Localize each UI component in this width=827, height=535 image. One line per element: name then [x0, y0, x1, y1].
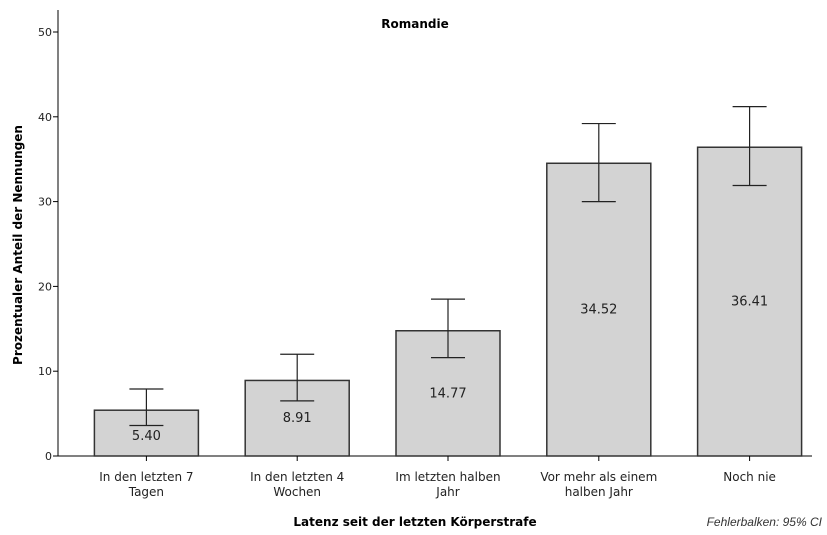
chart-title: Romandie — [381, 17, 448, 31]
y-tick-label: 40 — [38, 111, 52, 124]
bar-value-label: 5.40 — [132, 429, 161, 444]
x-tick-label: Noch nie — [723, 470, 776, 484]
y-tick-label: 30 — [38, 196, 52, 209]
x-tick-label: halben Jahr — [565, 485, 633, 499]
y-tick-label: 50 — [38, 26, 52, 39]
x-tick-label: Jahr — [435, 485, 459, 499]
x-tick-label: In den letzten 4 — [250, 470, 344, 484]
x-tick-label: Tagen — [128, 485, 164, 499]
y-tick-label: 0 — [45, 450, 52, 463]
x-tick-label: Wochen — [273, 485, 321, 499]
bar-value-label: 36.41 — [731, 295, 768, 310]
y-tick-label: 20 — [38, 280, 52, 293]
x-tick-label: In den letzten 7 — [99, 470, 193, 484]
y-tick-label: 10 — [38, 365, 52, 378]
bar-value-label: 34.52 — [580, 303, 617, 318]
y-axis-title: Prozentualer Anteil der Nennungen — [11, 125, 25, 365]
x-tick-label: Im letzten halben — [395, 470, 500, 484]
bar-value-label: 8.91 — [283, 411, 312, 426]
bar — [546, 162, 652, 457]
bar-value-label: 14.77 — [429, 386, 466, 401]
x-tick-label: Vor mehr als einem — [540, 470, 657, 484]
bars: 5.40 8.91 14.77 34.52 36.41 — [93, 106, 803, 457]
y-ticks: 0 10 20 30 40 50 — [38, 26, 58, 463]
footnote: Fehlerbalken: 95% CI — [707, 515, 823, 529]
x-axis-title: Latenz seit der letzten Körperstrafe — [293, 515, 536, 529]
bar — [696, 146, 803, 457]
